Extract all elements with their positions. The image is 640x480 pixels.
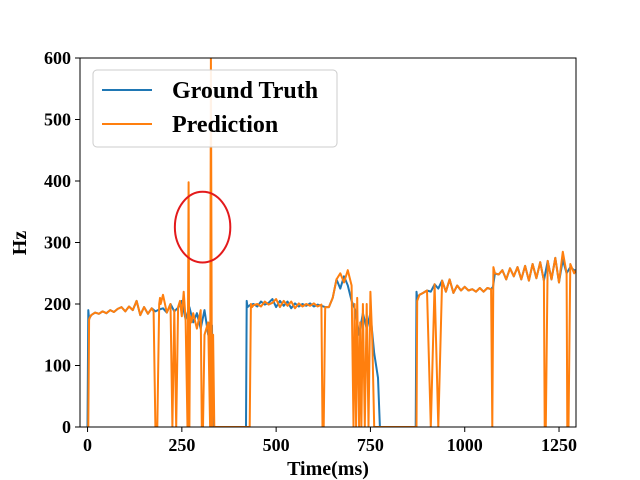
- x-axis-label: Time(ms): [287, 458, 369, 480]
- y-tick-label: 200: [44, 294, 71, 314]
- y-axis: 0 100 200 300 400 500 600: [44, 48, 80, 437]
- legend-label-ground-truth: Ground Truth: [172, 78, 318, 104]
- x-tick-label: 1000: [447, 435, 483, 455]
- y-tick-label: 500: [44, 110, 71, 130]
- x-tick-label: 0: [83, 435, 92, 455]
- y-tick-label: 600: [44, 48, 71, 68]
- x-tick-label: 500: [263, 435, 290, 455]
- y-tick-label: 0: [62, 417, 71, 437]
- plot-area: [79, 57, 577, 428]
- series-line-prediction: [87, 58, 576, 427]
- y-axis-label: Hz: [9, 231, 31, 256]
- legend: Ground Truth Prediction: [92, 69, 338, 148]
- legend-box: [92, 69, 338, 148]
- y-tick-label: 400: [44, 171, 71, 191]
- x-tick-label: 750: [357, 435, 384, 455]
- series-line-ground-truth: [86, 256, 576, 427]
- y-tick-label: 300: [44, 233, 71, 253]
- legend-label-prediction: Prediction: [172, 112, 278, 138]
- x-tick-label: 1250: [541, 435, 577, 455]
- x-axis: 0 250 500 750 1000 1250: [83, 427, 577, 455]
- y-tick-label: 100: [44, 356, 71, 376]
- x-tick-label: 250: [168, 435, 195, 455]
- annotation-ellipse: [173, 190, 232, 264]
